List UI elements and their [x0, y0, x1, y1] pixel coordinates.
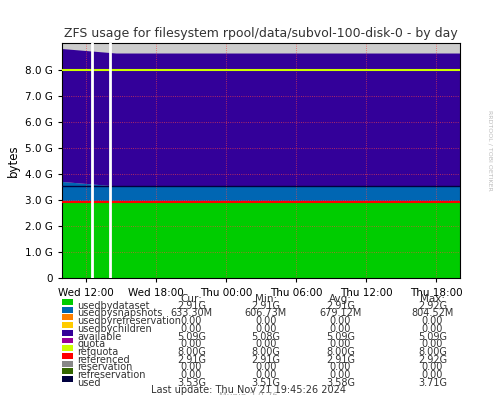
Text: usedbysnapshots: usedbysnapshots — [77, 308, 163, 318]
Text: 2.91G: 2.91G — [326, 355, 355, 365]
Text: 0.00: 0.00 — [330, 363, 351, 372]
Text: 0.00: 0.00 — [180, 363, 202, 372]
Text: usedbychildren: usedbychildren — [77, 324, 152, 334]
Text: 8.00G: 8.00G — [177, 347, 206, 357]
Text: 8.00G: 8.00G — [418, 347, 447, 357]
Text: usedbyrefreservation: usedbyrefreservation — [77, 316, 181, 326]
Text: 0.00: 0.00 — [330, 316, 351, 326]
Text: 0.00: 0.00 — [330, 370, 351, 380]
Text: usedbydataset: usedbydataset — [77, 301, 150, 311]
Text: 633.30M: 633.30M — [170, 308, 212, 318]
Text: Munin 2.0.76: Munin 2.0.76 — [219, 391, 278, 395]
Text: Last update: Thu Nov 21 19:45:26 2024: Last update: Thu Nov 21 19:45:26 2024 — [151, 385, 346, 395]
Text: reservation: reservation — [77, 363, 132, 372]
Title: ZFS usage for filesystem rpool/data/subvol-100-disk-0 - by day: ZFS usage for filesystem rpool/data/subv… — [64, 26, 458, 40]
Text: refreservation: refreservation — [77, 370, 146, 380]
Text: 0.00: 0.00 — [421, 370, 443, 380]
Text: 804.52M: 804.52M — [411, 308, 454, 318]
Text: 5.09G: 5.09G — [326, 332, 355, 342]
Text: 3.53G: 3.53G — [177, 378, 206, 388]
Text: 0.00: 0.00 — [255, 324, 277, 334]
Text: 0.00: 0.00 — [421, 339, 443, 349]
Text: referenced: referenced — [77, 355, 130, 365]
Text: 0.00: 0.00 — [255, 316, 277, 326]
Text: quota: quota — [77, 339, 105, 349]
Text: 0.00: 0.00 — [255, 339, 277, 349]
Y-axis label: bytes: bytes — [6, 145, 20, 177]
Text: 0.00: 0.00 — [180, 316, 202, 326]
Text: Avg:: Avg: — [329, 294, 352, 304]
Text: 2.91G: 2.91G — [251, 301, 280, 311]
Text: 0.00: 0.00 — [421, 316, 443, 326]
Text: 2.91G: 2.91G — [177, 355, 206, 365]
Text: 5.08G: 5.08G — [251, 332, 280, 342]
Text: 0.00: 0.00 — [421, 363, 443, 372]
Text: 3.51G: 3.51G — [251, 378, 280, 388]
Text: 3.58G: 3.58G — [326, 378, 355, 388]
Text: 0.00: 0.00 — [330, 339, 351, 349]
Text: 2.91G: 2.91G — [251, 355, 280, 365]
Text: 0.00: 0.00 — [180, 370, 202, 380]
Text: 8.00G: 8.00G — [326, 347, 355, 357]
Text: 8.00G: 8.00G — [251, 347, 280, 357]
Text: 5.09G: 5.09G — [418, 332, 447, 342]
Text: 3.71G: 3.71G — [418, 378, 447, 388]
Text: 2.91G: 2.91G — [177, 301, 206, 311]
Text: 0.00: 0.00 — [421, 324, 443, 334]
Text: 2.91G: 2.91G — [326, 301, 355, 311]
Text: available: available — [77, 332, 121, 342]
Text: used: used — [77, 378, 100, 388]
Text: 679.12M: 679.12M — [319, 308, 362, 318]
Text: Max:: Max: — [420, 294, 445, 304]
Text: RRDTOOL / TOBI OETIKER: RRDTOOL / TOBI OETIKER — [487, 110, 492, 190]
Text: Min:: Min: — [255, 294, 277, 304]
Text: 606.73M: 606.73M — [245, 308, 287, 318]
Text: 0.00: 0.00 — [330, 324, 351, 334]
Text: 2.92G: 2.92G — [418, 355, 447, 365]
Text: 5.09G: 5.09G — [177, 332, 206, 342]
Text: 0.00: 0.00 — [255, 370, 277, 380]
Text: refquota: refquota — [77, 347, 118, 357]
Text: 2.92G: 2.92G — [418, 301, 447, 311]
Text: 0.00: 0.00 — [180, 339, 202, 349]
Text: Cur:: Cur: — [180, 294, 202, 304]
Text: 0.00: 0.00 — [255, 363, 277, 372]
Text: 0.00: 0.00 — [180, 324, 202, 334]
